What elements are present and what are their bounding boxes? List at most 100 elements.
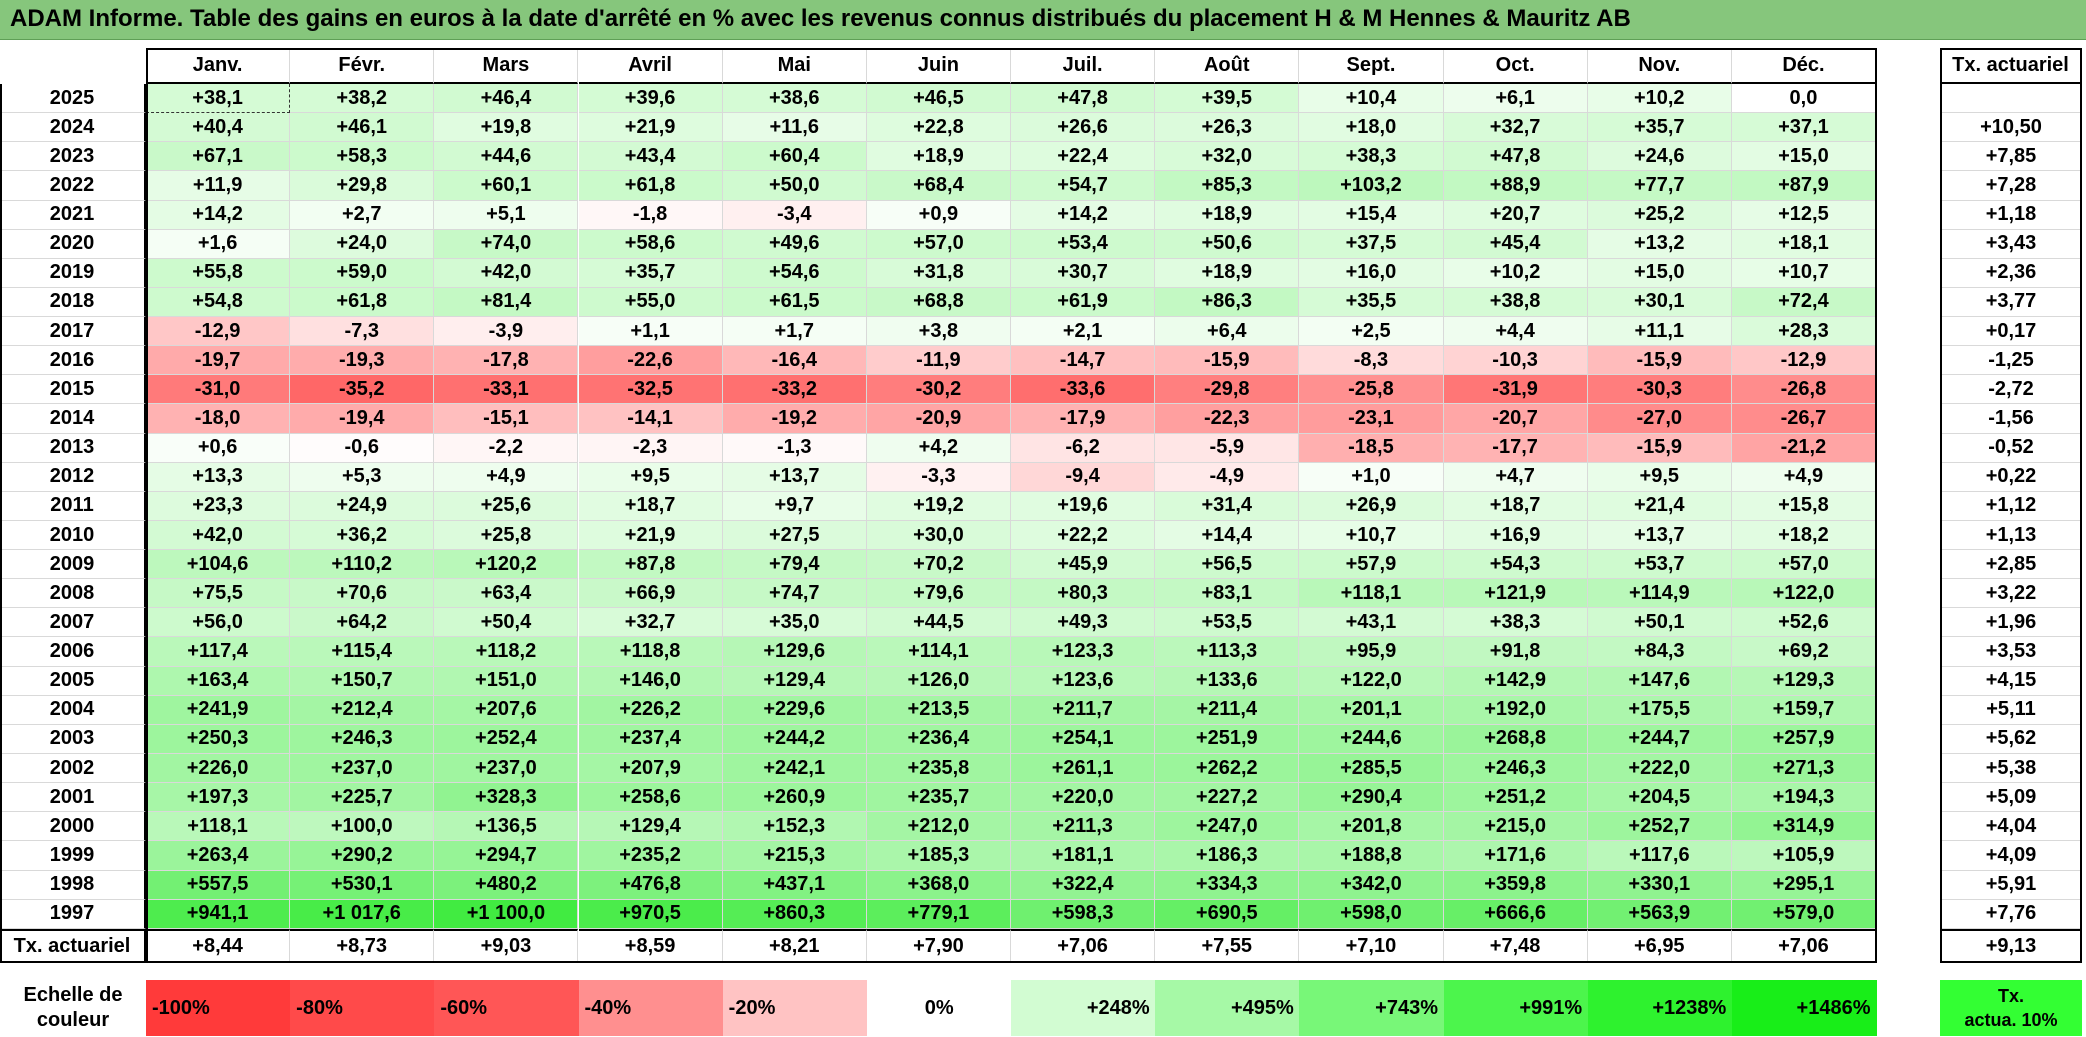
table-cell: +85,3 xyxy=(1155,171,1300,201)
table-cell: +211,3 xyxy=(1011,812,1156,842)
year-label: 2024 xyxy=(0,113,146,143)
table-cell: +53,4 xyxy=(1011,229,1156,259)
table-cell: -9,4 xyxy=(1011,462,1156,492)
table-cell: +32,7 xyxy=(1443,113,1588,143)
table-cell: +53,5 xyxy=(1155,608,1300,638)
ta-cell xyxy=(1940,84,2082,114)
bottom-ta-cell: +7,06 xyxy=(1011,928,1156,963)
table-cell: -35,2 xyxy=(290,375,435,405)
table-cell: +14,2 xyxy=(1011,200,1156,230)
bottom-ta-cell: +7,06 xyxy=(1731,928,1877,963)
table-cell: +58,6 xyxy=(578,229,723,259)
table-cell: +215,0 xyxy=(1443,812,1588,842)
table-cell: +175,5 xyxy=(1587,695,1732,725)
table-cell: -22,6 xyxy=(578,346,723,376)
table-cell: +24,0 xyxy=(290,229,435,259)
table-cell: -0,6 xyxy=(290,433,435,463)
table-cell: +38,3 xyxy=(1443,608,1588,638)
table-cell: +244,6 xyxy=(1299,724,1444,754)
table-cell: +129,4 xyxy=(578,812,723,842)
table-cell: +64,2 xyxy=(290,608,435,638)
table-cell: +77,7 xyxy=(1587,171,1732,201)
table-cell: +30,1 xyxy=(1587,287,1732,318)
table-cell: +113,3 xyxy=(1155,637,1300,667)
table-cell: +970,5 xyxy=(578,899,723,929)
table-cell: -6,2 xyxy=(1011,433,1156,463)
table-cell: +42,0 xyxy=(146,520,291,551)
table-cell: +563,9 xyxy=(1587,899,1732,929)
table-cell: +60,4 xyxy=(722,142,867,172)
table-cell: +87,9 xyxy=(1731,171,1877,201)
table-cell: +225,7 xyxy=(290,783,435,813)
table-cell: +67,1 xyxy=(146,142,291,172)
table-cell: +105,9 xyxy=(1731,841,1877,871)
table-cell: -33,1 xyxy=(434,375,579,405)
table-cell: +368,0 xyxy=(866,870,1011,900)
table-cell: +690,5 xyxy=(1155,899,1300,929)
table-cell: +18,0 xyxy=(1299,113,1444,143)
ta-cell: +2,36 xyxy=(1940,259,2082,288)
year-label: 2023 xyxy=(0,142,146,172)
table-cell: +5,1 xyxy=(434,200,579,230)
table-cell: +188,8 xyxy=(1299,841,1444,871)
table-cell: +247,0 xyxy=(1155,812,1300,842)
table-cell: +334,3 xyxy=(1155,870,1300,900)
table-cell: +237,0 xyxy=(290,753,435,784)
table-cell: +11,9 xyxy=(146,171,291,201)
table-cell: -17,7 xyxy=(1443,433,1588,463)
table-cell: +74,7 xyxy=(722,579,867,609)
table-cell: +61,5 xyxy=(722,287,867,318)
table-cell: +250,3 xyxy=(146,724,291,754)
table-cell: +235,7 xyxy=(866,783,1011,813)
table-cell: +83,1 xyxy=(1155,579,1300,609)
color-scale-swatch: +991% xyxy=(1443,980,1589,1036)
table-cell: +24,9 xyxy=(290,491,435,521)
table-cell: +242,1 xyxy=(722,753,867,784)
table-cell: +37,5 xyxy=(1299,229,1444,259)
table-cell: +262,2 xyxy=(1155,753,1300,784)
ta-cell: +1,13 xyxy=(1940,521,2082,551)
year-label: 2006 xyxy=(0,637,146,667)
table-cell: +437,1 xyxy=(722,870,867,900)
table-cell: +91,8 xyxy=(1443,637,1588,667)
month-header: Avril xyxy=(578,48,723,84)
table-cell: +1,7 xyxy=(722,317,867,347)
table-cell: +24,6 xyxy=(1587,142,1732,172)
table-cell: +118,1 xyxy=(146,812,291,842)
table-cell: +10,7 xyxy=(1299,520,1444,551)
table-cell: +241,9 xyxy=(146,695,291,725)
color-scale-swatch: +1486% xyxy=(1731,980,1877,1036)
table-cell: +579,0 xyxy=(1731,899,1877,929)
table-cell: +9,5 xyxy=(1587,462,1732,492)
table-cell: +25,2 xyxy=(1587,200,1732,230)
table-cell: +1,1 xyxy=(578,317,723,347)
year-label: 2011 xyxy=(0,491,146,521)
table-cell: +779,1 xyxy=(866,899,1011,929)
table-cell: -7,3 xyxy=(290,317,435,347)
table-cell: +66,9 xyxy=(578,579,723,609)
table-cell: +2,5 xyxy=(1299,317,1444,347)
table-cell: +15,8 xyxy=(1731,491,1877,521)
table-cell: +1 017,6 xyxy=(290,899,435,929)
table-cell: +117,4 xyxy=(146,637,291,667)
table-cell: +47,8 xyxy=(1443,142,1588,172)
table-cell: +40,4 xyxy=(146,113,291,143)
table-cell: +9,5 xyxy=(578,462,723,492)
table-cell: -2,3 xyxy=(578,433,723,463)
table-cell: +192,0 xyxy=(1443,695,1588,725)
ta-cell: +1,12 xyxy=(1940,492,2082,521)
table-cell: +115,4 xyxy=(290,637,435,667)
table-cell: +35,0 xyxy=(722,608,867,638)
table-cell: +220,0 xyxy=(1011,783,1156,813)
table-cell: +295,1 xyxy=(1731,870,1877,900)
table-cell: +9,7 xyxy=(722,491,867,521)
table-cell: +86,3 xyxy=(1155,287,1300,318)
color-scale-ta-line2: actua. 10% xyxy=(1964,1010,2058,1030)
year-label: 2019 xyxy=(0,258,146,288)
table-cell: +1 100,0 xyxy=(434,899,579,929)
table-cell: +46,5 xyxy=(866,84,1011,114)
table-cell: +146,0 xyxy=(578,666,723,696)
table-cell: +19,6 xyxy=(1011,491,1156,521)
ta-cell: +3,53 xyxy=(1940,637,2082,667)
table-cell: +18,7 xyxy=(1443,491,1588,521)
